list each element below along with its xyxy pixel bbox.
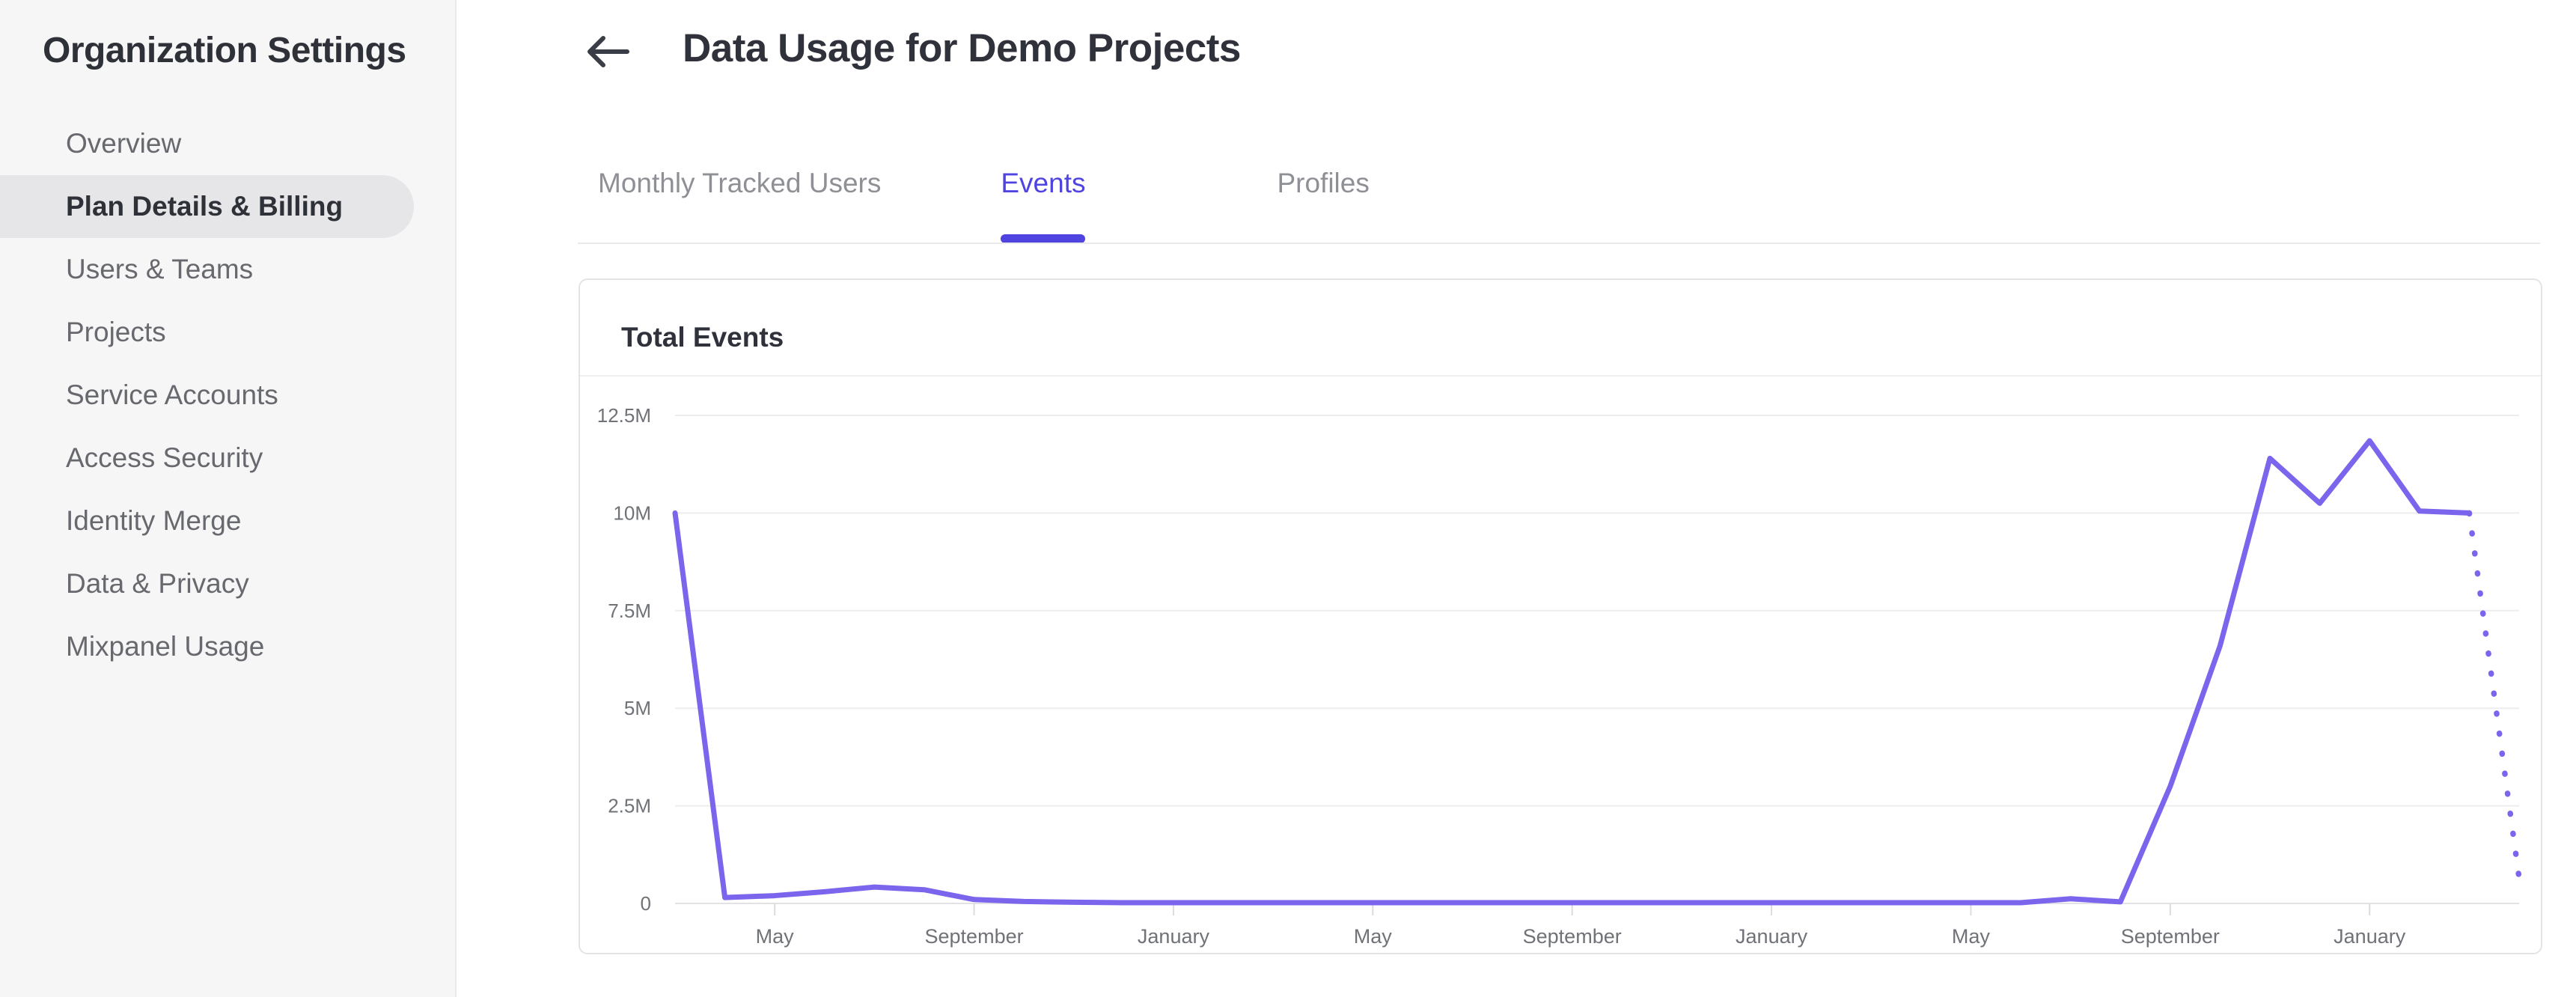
sidebar-item-mixpanel-usage[interactable]: Mixpanel Usage [66,631,265,662]
sidebar-item-overview[interactable]: Overview [66,128,182,159]
tab-monthly-tracked-users[interactable]: Monthly Tracked Users [598,168,882,198]
sidebar-item-access-security[interactable]: Access Security [66,442,263,473]
sidebar-item-identity-merge[interactable]: Identity Merge [66,505,242,536]
svg-text:May: May [1952,925,1991,948]
tab-events[interactable]: Events [1001,166,1086,243]
svg-text:September: September [1523,925,1622,948]
svg-text:January: January [1736,925,1808,948]
sidebar: Organization Settings Overview Plan Deta… [0,0,457,997]
svg-text:May: May [756,925,795,948]
chart-title: Total Events [621,322,784,353]
svg-text:5M: 5M [624,697,651,719]
tab-events-label: Events [1001,168,1086,198]
back-button[interactable] [584,27,633,76]
sidebar-item-projects[interactable]: Projects [66,317,166,347]
tab-profiles[interactable]: Profiles [1277,168,1370,198]
sidebar-item-users-teams[interactable]: Users & Teams [66,254,254,284]
svg-text:12.5M: 12.5M [597,404,651,427]
sidebar-item-service-accounts[interactable]: Service Accounts [66,379,278,410]
svg-text:10M: 10M [613,501,651,524]
sidebar-item-data-privacy[interactable]: Data & Privacy [66,568,249,599]
sidebar-nav: Overview Plan Details & Billing Users & … [0,112,455,678]
svg-text:January: January [1138,925,1210,948]
tab-bar: Monthly Tracked Users Events Profiles [598,166,1370,243]
svg-text:May: May [1354,925,1393,948]
total-events-chart[interactable]: 0 2.5M 5M 7.5M 10M 12.5M May September January Ma… [580,280,2541,953]
svg-text:2.5M: 2.5M [608,795,651,817]
svg-text:September: September [925,925,1024,948]
sidebar-title: Organization Settings [43,31,406,70]
card-header-divider [580,375,2541,376]
svg-text:0: 0 [641,892,651,915]
total-events-card: Total Events 0 2.5M 5M 7.5M 10M 12.5M May Septe… [579,278,2542,954]
tabs-divider [578,243,2540,244]
svg-text:September: September [2121,925,2220,948]
svg-text:7.5M: 7.5M [608,600,651,622]
sidebar-item-plan-details-billing[interactable]: Plan Details & Billing [0,175,414,238]
page-title: Data Usage for Demo Projects [683,26,1241,70]
svg-text:January: January [2334,925,2406,948]
active-tab-indicator [1001,234,1086,243]
arrow-left-icon [587,36,629,67]
